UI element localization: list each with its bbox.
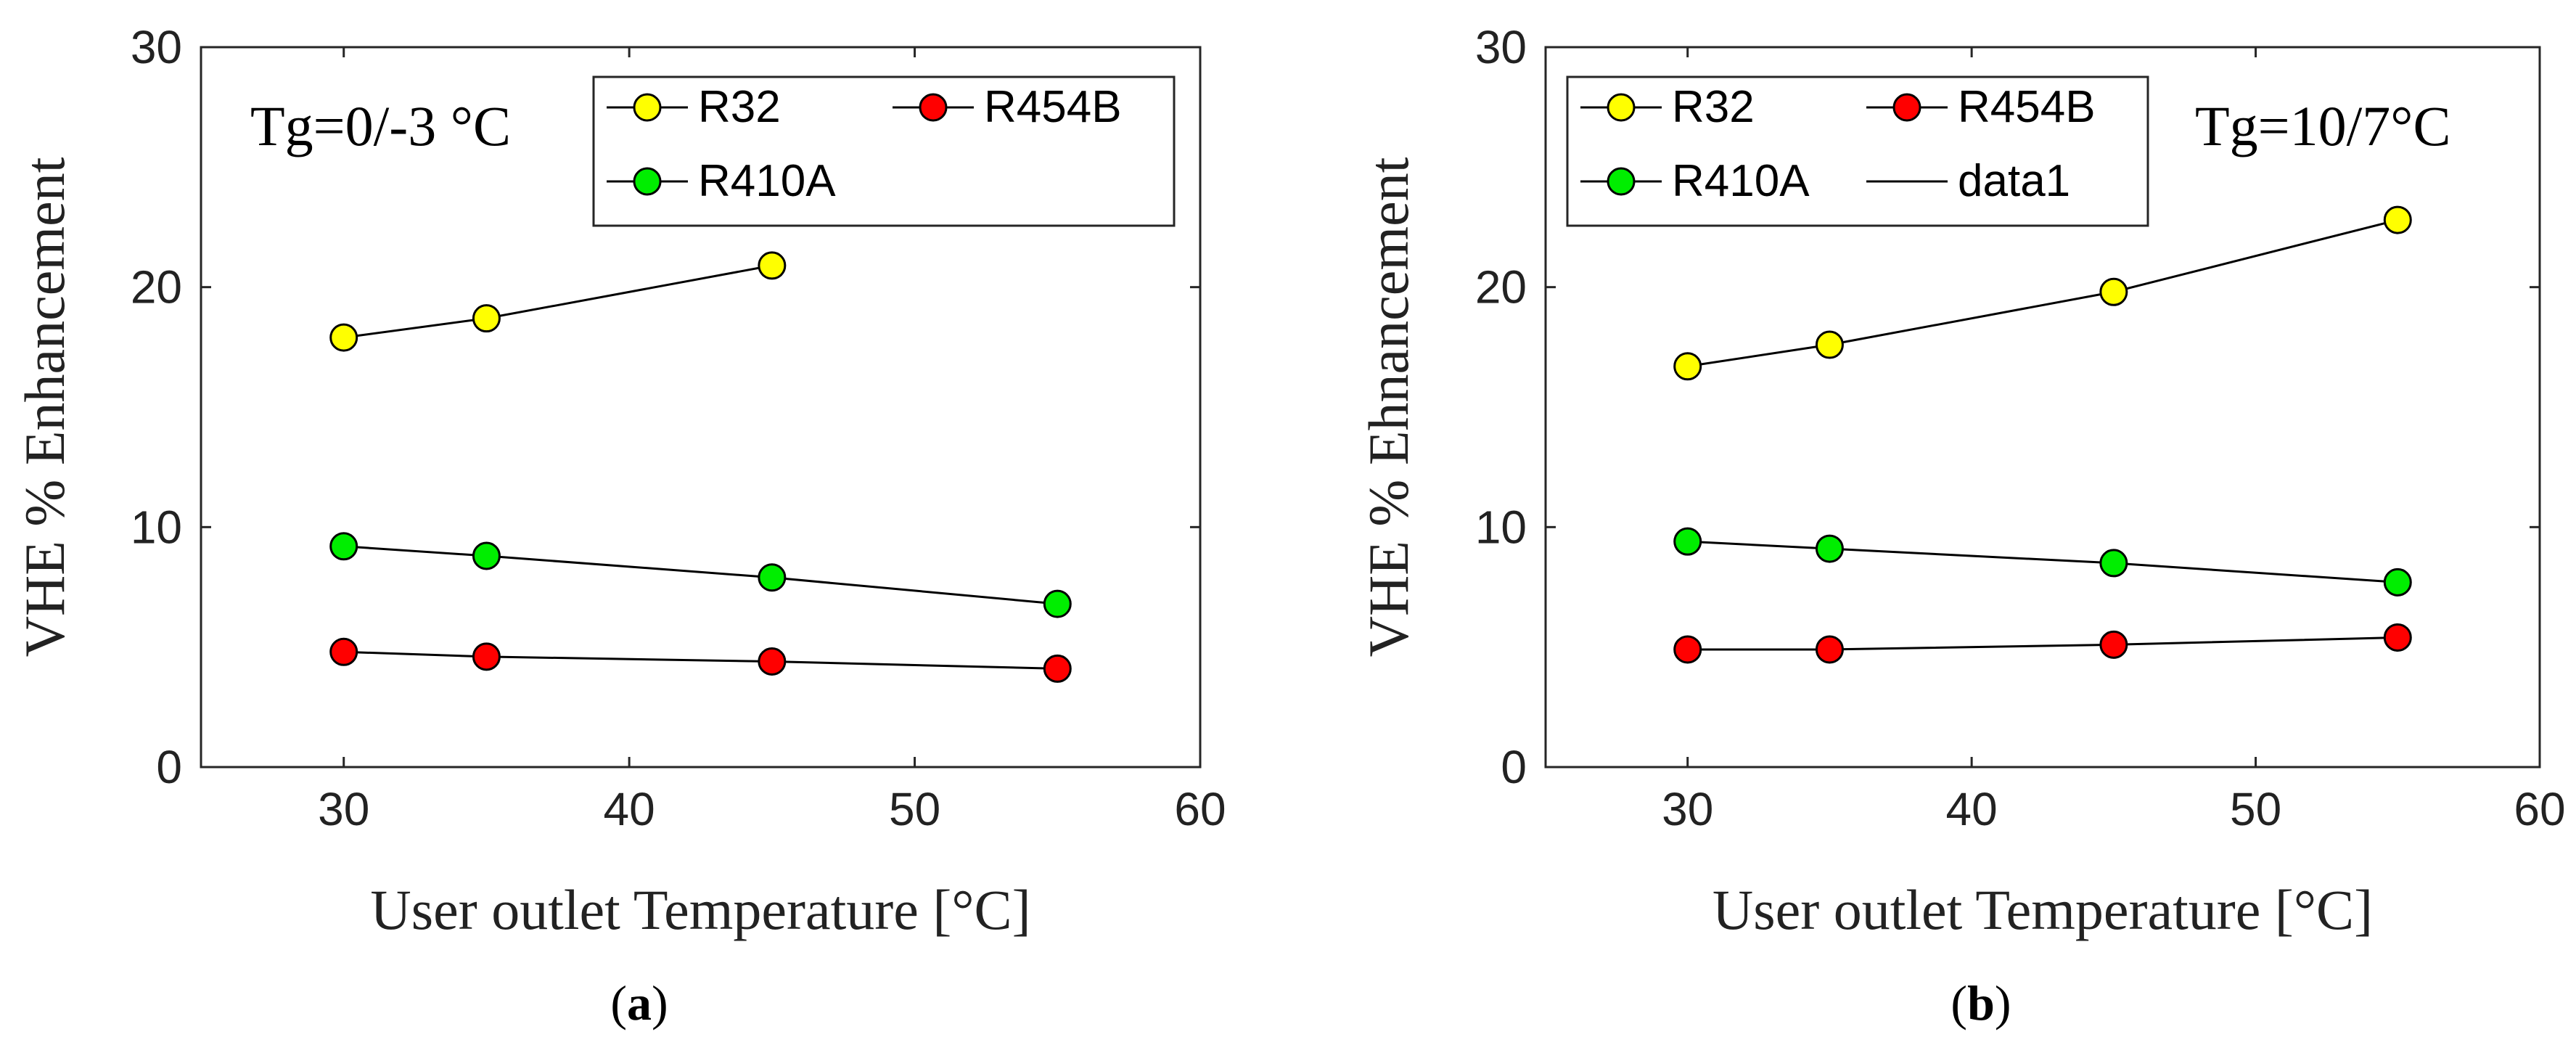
plot-frame: [1544, 46, 2541, 769]
data-point-r454b: [472, 642, 501, 671]
x-tick-label: 60: [2514, 783, 2565, 835]
x-tick-label: 30: [318, 783, 369, 835]
legend-marker-r454b: [1892, 93, 1921, 122]
series-r410a: [1673, 527, 2412, 597]
legend-label-r410a: R410A: [698, 156, 836, 206]
legend-label-r410a: R410A: [1672, 156, 1810, 206]
data-point-r454b: [1815, 635, 1844, 664]
data-point-r410a: [1043, 589, 1072, 618]
x-axis-label: User outlet Temperature [°C]: [370, 878, 1030, 941]
data-point-r32: [329, 323, 358, 352]
y-tick-label: 0: [1501, 741, 1527, 793]
x-tick-label: 30: [1662, 783, 1713, 835]
data-point-r32: [2099, 277, 2128, 306]
panel-caption: (b): [1951, 975, 2011, 1031]
legend-label-r32: R32: [1672, 82, 1755, 132]
legend-box: [1566, 75, 2149, 227]
data-point-r410a: [1815, 534, 1844, 563]
series-line-r32: [1687, 218, 2398, 368]
data-point-r454b: [2383, 623, 2412, 652]
y-tick-label: 30: [131, 21, 182, 73]
x-tick-label: 40: [1946, 783, 1998, 835]
y-axis-label: VHE % Ehnancement: [1357, 157, 1420, 657]
legend-label-r454b: R454B: [984, 82, 1122, 132]
series-line-r410a: [1687, 540, 2398, 583]
legend-label-r454b: R454B: [1958, 82, 2096, 132]
legend-box: [592, 75, 1176, 227]
data-point-r454b: [2099, 630, 2128, 659]
data-point-r410a: [758, 563, 787, 592]
legend-marker-r454b: [919, 93, 948, 122]
series-line-r32: [343, 264, 773, 339]
data-point-r454b: [1043, 654, 1072, 683]
legend: R32 R454B R410A: [592, 75, 1176, 227]
series-r32: [329, 251, 787, 352]
data-point-r410a: [1673, 527, 1702, 556]
data-point-r410a: [2383, 568, 2412, 597]
y-tick-label: 20: [131, 261, 182, 314]
x-tick-label: 50: [2230, 783, 2281, 835]
legend-marker-r32: [1607, 93, 1636, 122]
data-point-r454b: [758, 647, 787, 676]
y-tick-label: 0: [156, 741, 182, 793]
series-r454b: [329, 637, 1072, 683]
data-point-r32: [1815, 330, 1844, 359]
chart-panel-b: 30 40 50 60 0 10 20 30 User outlet Temperature […: [1357, 21, 2566, 1031]
legend-marker-r410a: [1607, 167, 1636, 196]
x-tick-label: 50: [889, 783, 940, 835]
panel-letter: b: [1967, 975, 1995, 1031]
x-tick-label: 40: [604, 783, 655, 835]
data-point-r410a: [329, 532, 358, 561]
data-point-r454b: [329, 637, 358, 666]
x-axis-label: User outlet Temperature [°C]: [1712, 878, 2373, 941]
y-axis-label: VHE % Enhancement: [13, 157, 76, 657]
data-point-r410a: [2099, 549, 2128, 578]
panel-caption: (a): [610, 975, 668, 1031]
series-line-r454b: [343, 650, 1058, 670]
plot-frame: [200, 46, 1202, 769]
y-tick-label: 10: [1475, 501, 1527, 553]
legend: R32 R454B R410A data1: [1566, 75, 2149, 227]
data-point-r410a: [472, 541, 501, 570]
legend-marker-r410a: [633, 167, 662, 196]
series-line-r454b: [1687, 636, 2398, 651]
condition-annotation: Tg=0/-3 °C: [250, 94, 511, 157]
data-point-r454b: [1673, 635, 1702, 664]
legend-label-data1: data1: [1958, 156, 2070, 206]
series-line-r410a: [343, 545, 1058, 605]
condition-annotation: Tg=10/7°C: [2195, 94, 2451, 157]
series-r454b: [1673, 623, 2412, 664]
y-tick-label: 20: [1475, 261, 1527, 314]
y-tick-label: 10: [131, 501, 182, 553]
data-point-r32: [758, 251, 787, 280]
legend-marker-r32: [633, 93, 662, 122]
data-point-r32: [2383, 205, 2412, 234]
panel-letter: a: [627, 975, 652, 1031]
series-r32: [1673, 205, 2412, 381]
data-point-r32: [1673, 352, 1702, 381]
x-tick-label: 60: [1174, 783, 1226, 835]
series-r410a: [329, 532, 1072, 618]
data-point-r32: [472, 304, 501, 333]
legend-label-r32: R32: [698, 82, 781, 132]
y-tick-label: 30: [1475, 21, 1527, 73]
